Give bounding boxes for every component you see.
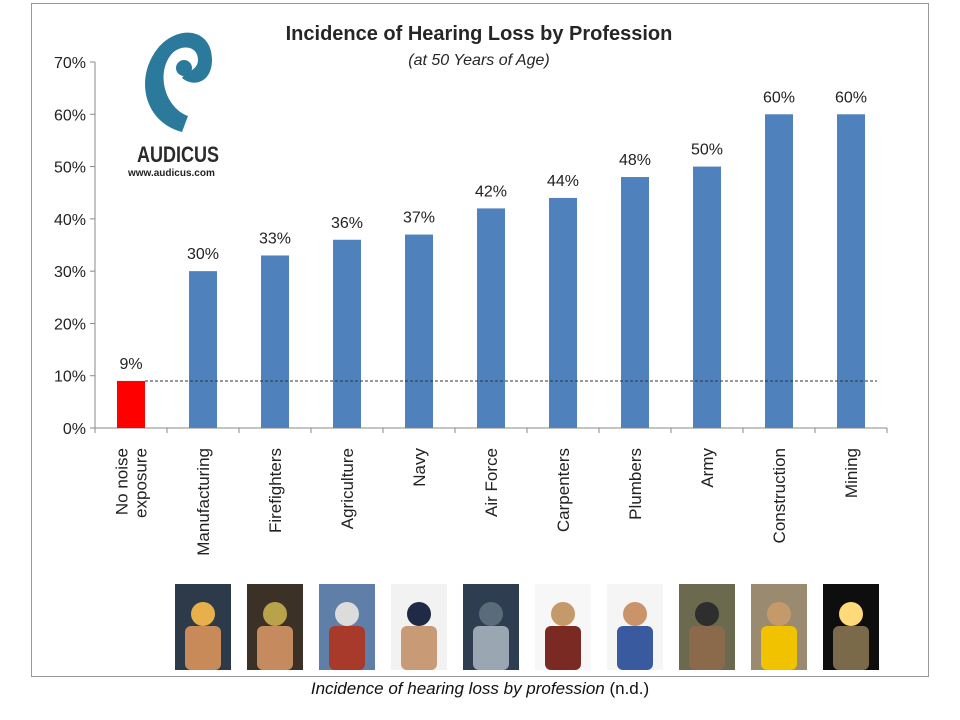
data-label: 36%	[331, 215, 363, 232]
audicus-ear-mark-icon	[145, 32, 212, 132]
category-label: Construction	[770, 448, 789, 543]
navy-officer-photo	[391, 584, 447, 670]
category-label: Firefighters	[266, 448, 285, 533]
photo-figure-body	[185, 626, 221, 670]
category-label-line: Manufacturing	[194, 448, 213, 556]
photo-figure-body	[761, 626, 797, 670]
bar-chart: AUDICUS www.audicus.com Incidence of Hea…	[54, 23, 888, 670]
photo-figure-body	[617, 626, 653, 670]
photo-figure-head	[479, 602, 503, 626]
data-label: 30%	[187, 246, 219, 263]
plumber-photo	[607, 584, 663, 670]
photo-figure-body	[833, 626, 869, 670]
logo-brand-text: AUDICUS	[137, 142, 219, 167]
construction-worker-photo	[751, 584, 807, 670]
bar	[477, 208, 505, 428]
bar	[765, 114, 793, 429]
carpenter-photo	[535, 584, 591, 670]
farmer-photo	[319, 584, 375, 670]
category-label: Mining	[842, 448, 861, 498]
data-label: 50%	[691, 142, 723, 159]
category-label: Air Force	[482, 448, 501, 517]
caption-italic-text: Incidence of hearing loss by profession	[310, 679, 605, 698]
data-label: 9%	[119, 356, 142, 373]
category-label-line: Carpenters	[554, 448, 573, 532]
bar	[261, 255, 289, 428]
audicus-logo: AUDICUS www.audicus.com	[127, 32, 219, 179]
bar	[693, 166, 721, 429]
chart-title: Incidence of Hearing Loss by Profession	[286, 23, 673, 45]
bar	[117, 380, 145, 428]
category-label-line: Mining	[842, 448, 861, 498]
category-label-line: Agriculture	[338, 448, 357, 529]
bar	[549, 197, 577, 428]
photo-figure-head	[767, 602, 791, 626]
category-label-line: exposure	[132, 448, 151, 518]
data-label: 48%	[619, 152, 651, 169]
photo-figure-body	[257, 626, 293, 670]
category-label-line: Navy	[410, 448, 429, 487]
y-tick-label: 40%	[54, 212, 86, 229]
data-label: 33%	[259, 230, 291, 247]
category-label-line: Air Force	[482, 448, 501, 517]
chart-frame: AUDICUS www.audicus.com Incidence of Hea…	[31, 3, 929, 677]
photo-figure-body	[329, 626, 365, 670]
data-label: 60%	[835, 89, 867, 106]
data-label: 42%	[475, 183, 507, 200]
firefighter-photo	[247, 584, 303, 670]
category-label: Navy	[410, 448, 429, 487]
bar	[189, 271, 217, 428]
figure-caption: Incidence of hearing loss by profession …	[0, 679, 960, 699]
photo-figure-head	[623, 602, 647, 626]
photo-figure-head	[695, 602, 719, 626]
category-label: Carpenters	[554, 448, 573, 532]
bar	[621, 177, 649, 428]
category-label-line: Firefighters	[266, 448, 285, 533]
category-label: No noise exposure	[113, 448, 151, 518]
data-label: 60%	[763, 89, 795, 106]
photo-figure-body	[401, 626, 437, 670]
category-label-line: Army	[698, 448, 717, 488]
category-label-line: Construction	[770, 448, 789, 543]
photo-figure-head	[551, 602, 575, 626]
welder-photo	[175, 584, 231, 670]
miner-photo	[823, 584, 879, 670]
category-label-line: Plumbers	[626, 448, 645, 520]
y-tick-label: 0%	[63, 421, 86, 438]
photo-figure-body	[689, 626, 725, 670]
y-tick-label: 10%	[54, 369, 86, 386]
bar	[837, 114, 865, 429]
chart-subtitle: (at 50 Years of Age)	[408, 52, 549, 69]
y-tick-label: 60%	[54, 107, 86, 124]
photo-figure-body	[545, 626, 581, 670]
photo-figure-head	[407, 602, 431, 626]
category-label-line: No noise	[113, 448, 132, 515]
category-label: Army	[698, 448, 717, 488]
bar	[405, 234, 433, 428]
data-label: 44%	[547, 173, 579, 190]
photo-figure-body	[473, 626, 509, 670]
category-label: Plumbers	[626, 448, 645, 520]
category-label: Agriculture	[338, 448, 357, 529]
data-label: 37%	[403, 210, 435, 227]
bar	[333, 239, 361, 428]
logo-url-text: www.audicus.com	[127, 168, 215, 179]
photo-figure-head	[839, 602, 863, 626]
photo-figure-head	[335, 602, 359, 626]
y-tick-label: 20%	[54, 316, 86, 333]
caption-plain-text: (n.d.)	[604, 679, 650, 698]
category-label: Manufacturing	[194, 448, 213, 556]
y-tick-label: 70%	[54, 55, 86, 72]
photo-figure-head	[191, 602, 215, 626]
soldier-photo	[679, 584, 735, 670]
y-tick-label: 30%	[54, 264, 86, 281]
photo-figure-head	[263, 602, 287, 626]
air-force-pilot-photo	[463, 584, 519, 670]
y-tick-label: 50%	[54, 160, 86, 177]
